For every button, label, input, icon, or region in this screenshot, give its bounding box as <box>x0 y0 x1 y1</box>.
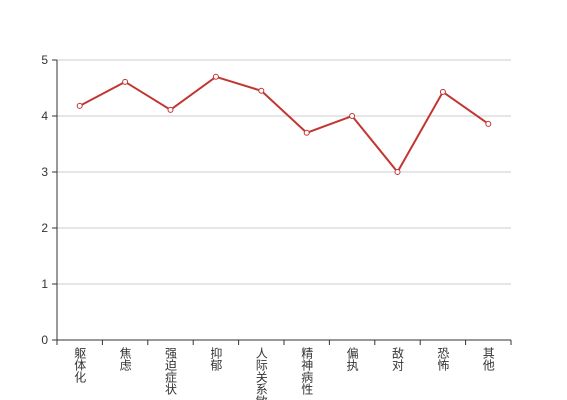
x-tick-label: 其他 <box>481 347 495 371</box>
point <box>212 73 219 80</box>
point <box>167 106 174 113</box>
point <box>122 78 129 85</box>
x-tick-label: 焦虑 <box>118 347 132 371</box>
point <box>258 87 265 94</box>
x-tick-label: 躯体化 <box>73 346 87 384</box>
x-tick-label: 敌对 <box>391 346 405 371</box>
line <box>79 75 489 174</box>
y-tick-label: 3 <box>41 165 48 179</box>
point <box>349 113 356 119</box>
y-tick-label: 1 <box>41 277 48 291</box>
y-tick-label: 2 <box>41 221 48 235</box>
point <box>394 169 401 175</box>
point <box>485 120 492 127</box>
y-tick-label: 5 <box>41 53 48 67</box>
x-tick-label: 偏执 <box>345 346 359 372</box>
x-tick-label: 恐怖 <box>436 347 450 371</box>
y-tick-label: 4 <box>41 109 48 123</box>
x-tick-label: 强迫症状 <box>164 347 178 395</box>
x-tick-label: 人际关系敏感 <box>254 347 268 400</box>
point <box>439 88 446 95</box>
point <box>303 129 310 136</box>
x-tick-label: 精神病性 <box>300 347 314 396</box>
y-tick-label: 0 <box>41 333 48 347</box>
point <box>76 102 83 109</box>
x-tick-label: 抑郁 <box>209 346 223 372</box>
